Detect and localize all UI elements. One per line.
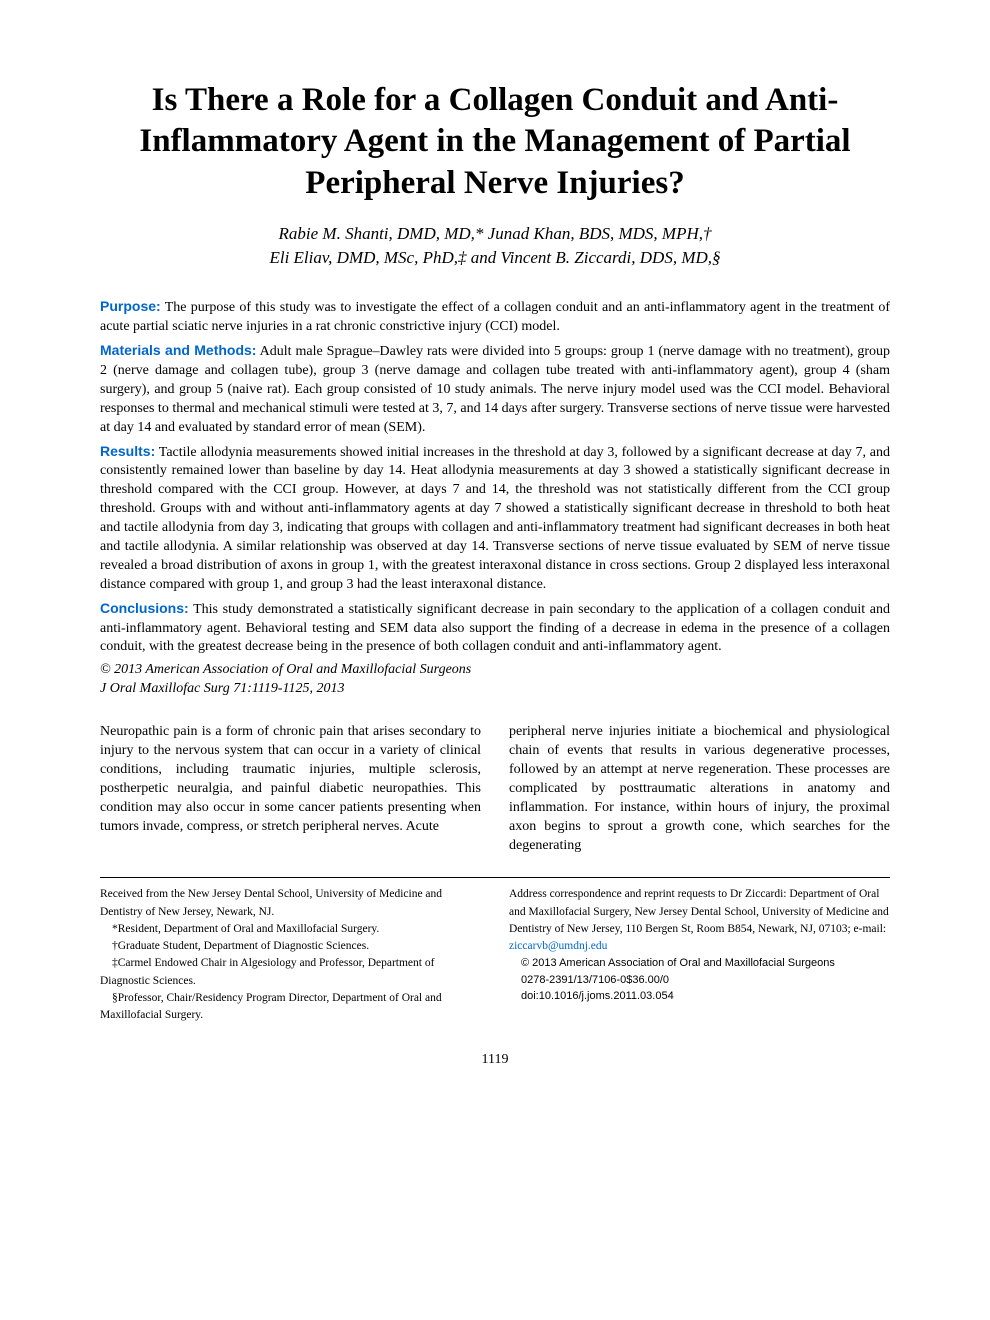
conclusions-text: This study demonstrated a statistically … [100,602,890,655]
authors-line-2: Eli Eliav, DMD, MSc, PhD,‡ and Vincent B… [269,248,720,267]
citation-line: J Oral Maxillofac Surg 71:1119-1125, 201… [100,680,890,699]
page-number: 1119 [100,1052,890,1068]
footer-affil-1: *Resident, Department of Oral and Maxill… [100,921,481,938]
body-column-right: peripheral nerve injuries initiate a bio… [509,723,890,855]
materials-label: Materials and Methods: [100,342,256,358]
purpose-label: Purpose: [100,298,161,314]
abstract-block: Purpose: The purpose of this study was t… [100,297,890,699]
article-title: Is There a Role for a Collagen Conduit a… [100,80,890,204]
footer-affil-3: ‡Carmel Endowed Chair in Algesiology and… [100,955,481,990]
results-label: Results: [100,443,155,459]
footer-divider [100,877,890,878]
results-text: Tactile allodynia measurements showed in… [100,445,890,592]
footer-doi: doi:10.1016/j.joms.2011.03.054 [509,988,890,1005]
conclusions-label: Conclusions: [100,600,189,616]
footer-copyright: © 2013 American Association of Oral and … [509,955,890,972]
page-container: Is There a Role for a Collagen Conduit a… [0,0,990,1108]
purpose-text: The purpose of this study was to investi… [100,300,890,334]
footer-affil-4: §Professor, Chair/Residency Program Dire… [100,990,481,1025]
body-right-paragraph: peripheral nerve injuries initiate a bio… [509,723,890,855]
footer-correspondence: Address correspondence and reprint reque… [509,886,890,955]
footer-received: Received from the New Jersey Dental Scho… [100,886,481,921]
body-left-paragraph: Neuropathic pain is a form of chronic pa… [100,723,481,836]
correspondence-text: Address correspondence and reprint reque… [509,888,889,935]
abstract-materials: Materials and Methods: Adult male Spragu… [100,341,890,437]
authors-block: Rabie M. Shanti, DMD, MD,* Junad Khan, B… [100,222,890,270]
footer-column-right: Address correspondence and reprint reque… [509,886,890,1024]
abstract-results: Results: Tactile allodynia measurements … [100,442,890,595]
authors-line-1: Rabie M. Shanti, DMD, MD,* Junad Khan, B… [279,224,712,243]
body-column-left: Neuropathic pain is a form of chronic pa… [100,723,481,855]
abstract-purpose: Purpose: The purpose of this study was t… [100,297,890,337]
footer-affil-2: †Graduate Student, Department of Diagnos… [100,938,481,955]
body-text-columns: Neuropathic pain is a form of chronic pa… [100,723,890,855]
abstract-conclusions: Conclusions: This study demonstrated a s… [100,599,890,658]
correspondence-email-link[interactable]: ziccarvb@umdnj.edu [509,940,607,952]
footer-issn: 0278-2391/13/7106-0$36.00/0 [509,972,890,989]
footer-columns: Received from the New Jersey Dental Scho… [100,886,890,1024]
footer-column-left: Received from the New Jersey Dental Scho… [100,886,481,1024]
copyright-line: © 2013 American Association of Oral and … [100,661,890,680]
